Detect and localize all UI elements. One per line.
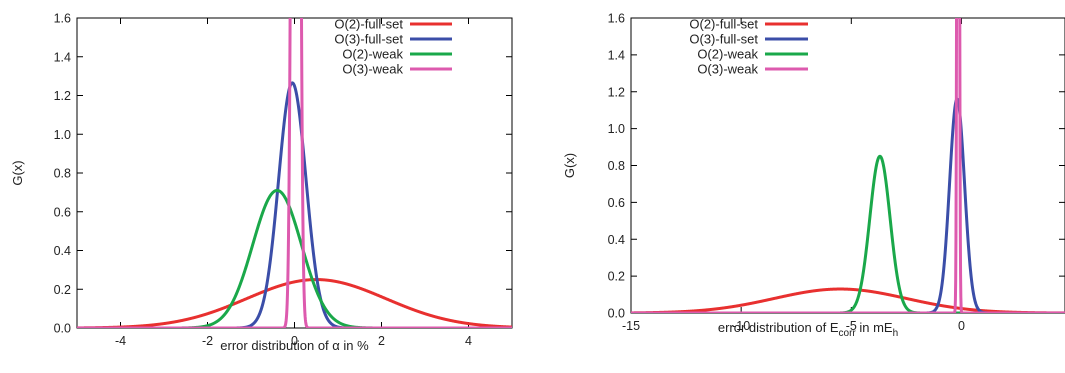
y-tick-label: 1.0: [54, 128, 71, 142]
plot-frame: [630, 17, 1065, 314]
left-chart: 0.0 0.2 0.4 0.6 0.8 1.0 1.2 1.4 1.6 -4 -2 0 2 4 G(x) er…: [10, 12, 513, 353]
y-axis-label: G(x): [562, 153, 577, 178]
series-line-o-3-weak: [77, 18, 512, 328]
y-tick-label: 1.6: [54, 12, 71, 26]
y-tick-label: 0.6: [608, 196, 625, 210]
legend-label: O(2)-full-set: [334, 17, 403, 32]
y-axis-label: G(x): [10, 160, 25, 185]
legend-label: O(3)-weak: [697, 62, 758, 77]
legend-label: O(2)-full-set: [689, 17, 758, 32]
y-tick-label: 0.4: [54, 244, 71, 258]
x-axis-label: error distribution of Ecorr in mEh: [718, 320, 898, 339]
y-tick-label: 1.2: [54, 89, 71, 103]
legend-label: O(2)-weak: [342, 47, 403, 62]
y-tick-label: 1.2: [608, 85, 625, 99]
x-tick-label: 0: [291, 334, 298, 348]
y-tick-label: 0.8: [54, 167, 71, 181]
x-tick-label: -4: [115, 334, 126, 348]
x-tick-label: 4: [465, 334, 472, 348]
y-tick-label: 0.6: [54, 205, 71, 219]
series-line-o-3-full-set: [631, 97, 1065, 313]
legend-label: O(3)-full-set: [334, 32, 403, 47]
x-tick-label: -2: [202, 334, 213, 348]
legend-label: O(3)-full-set: [689, 32, 758, 47]
y-tick-label: 0.0: [608, 307, 625, 321]
series-line-o-3-weak: [631, 18, 1065, 313]
y-tick-label: 0.2: [608, 270, 625, 284]
x-tick-label: -5: [846, 319, 857, 333]
y-tick-label: 0.8: [608, 159, 625, 173]
y-tick-label: 0.0: [54, 322, 71, 336]
series-line-o-3-full-set: [77, 81, 512, 328]
y-tick-label: 1.4: [608, 48, 625, 62]
right-chart: 0.0 0.2 0.4 0.6 0.8 1.0 1.2 1.4 1.6 -15 -10 -5 0 G(x)…: [562, 12, 1065, 339]
y-tick-label: 1.6: [608, 12, 625, 26]
x-tick-label: -15: [622, 319, 640, 333]
x-tick-label: 2: [378, 334, 385, 348]
x-axis-label: error distribution of α in %: [220, 338, 369, 353]
series-line-o-2-full-set: [77, 278, 512, 328]
series-line-o-2-full-set: [631, 287, 1065, 313]
legend-label: O(2)-weak: [697, 47, 758, 62]
x-tick-label: 0: [958, 319, 965, 333]
y-tick-label: 0.2: [54, 283, 71, 297]
legend-label: O(3)-weak: [342, 62, 403, 77]
series-line-o-2-weak: [77, 188, 512, 328]
y-tick-label: 0.4: [608, 233, 625, 247]
x-tick-label: -10: [732, 319, 750, 333]
y-tick-label: 1.4: [54, 50, 71, 64]
y-tick-label: 1.0: [608, 122, 625, 136]
